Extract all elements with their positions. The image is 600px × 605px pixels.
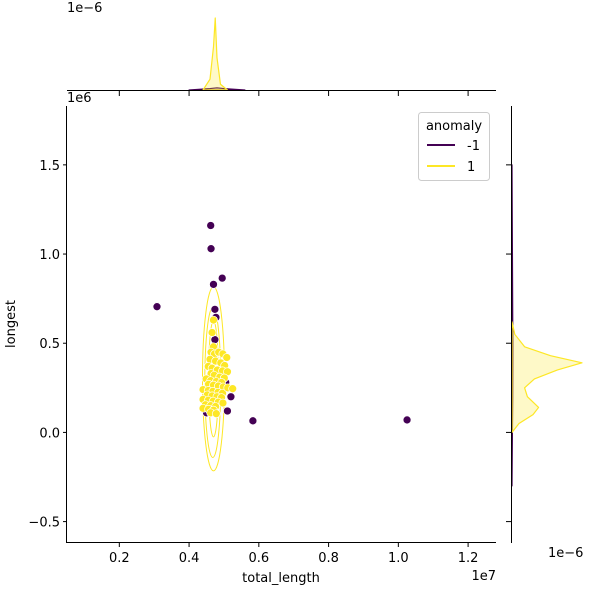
top-marginal-offset-label: 1e−6 xyxy=(67,1,102,16)
top-marginal-ticks xyxy=(118,90,469,96)
x-tick-label: 0.6 xyxy=(248,551,269,566)
anomaly-point xyxy=(248,416,258,426)
scatter-points xyxy=(152,221,412,426)
legend: anomaly -1 1 xyxy=(418,112,490,181)
normal-point xyxy=(211,409,221,419)
top-kde-curve xyxy=(202,17,229,91)
top-marginal-kde xyxy=(188,17,246,91)
x-tick-label: 0.4 xyxy=(179,551,200,566)
anomaly-point xyxy=(209,280,218,289)
x-tick-label: 0.2 xyxy=(109,551,130,566)
anomaly-point xyxy=(206,221,216,230)
y-tick-label: 1.0 xyxy=(39,248,60,263)
normal-point xyxy=(228,384,238,394)
legend-frame xyxy=(418,112,490,181)
legend-label-normal: 1 xyxy=(467,160,475,175)
x-axis-ticks: 0.2 0.4 0.6 0.8 1.0 1.2 xyxy=(109,543,478,566)
anomaly-point xyxy=(226,392,236,402)
anomaly-point xyxy=(152,302,162,312)
y-tick-label: 1.5 xyxy=(39,159,60,174)
x-axis-title: total_length xyxy=(242,571,320,586)
y-tick-label: −0.5 xyxy=(28,516,60,531)
right-marginal-axes: 1e−6 xyxy=(506,106,583,561)
x-tick-label: 0.8 xyxy=(318,551,339,566)
y-axis-ticks: −0.5 0.0 0.5 1.0 1.5 xyxy=(28,159,67,531)
top-marginal-axes: 1e−6 xyxy=(67,1,496,96)
anomaly-point xyxy=(217,273,227,283)
y-axis-title: longest xyxy=(4,300,19,348)
x-tick-label: 1.2 xyxy=(458,551,479,566)
legend-title: anomaly xyxy=(426,119,482,134)
x-offset-label: 1e7 xyxy=(471,569,496,584)
right-marginal-kde xyxy=(511,164,583,487)
right-marginal-offset-label: 1e−6 xyxy=(548,546,583,561)
legend-label-anomalous: -1 xyxy=(467,139,480,154)
anomaly-point xyxy=(206,244,216,254)
right-kde-curve xyxy=(511,321,583,434)
y-tick-label: 0.5 xyxy=(39,337,60,352)
right-marginal-ticks xyxy=(506,164,512,523)
normal-point xyxy=(222,353,232,362)
normal-point xyxy=(207,328,217,337)
anomaly-point xyxy=(223,406,232,416)
anomaly-point xyxy=(210,304,220,314)
anomaly-point xyxy=(402,415,412,425)
y-offset-label: 1e6 xyxy=(67,91,92,106)
normal-point xyxy=(218,398,228,408)
y-tick-label: 0.0 xyxy=(39,426,60,441)
normal-point xyxy=(209,315,218,325)
x-tick-label: 1.0 xyxy=(388,551,409,566)
